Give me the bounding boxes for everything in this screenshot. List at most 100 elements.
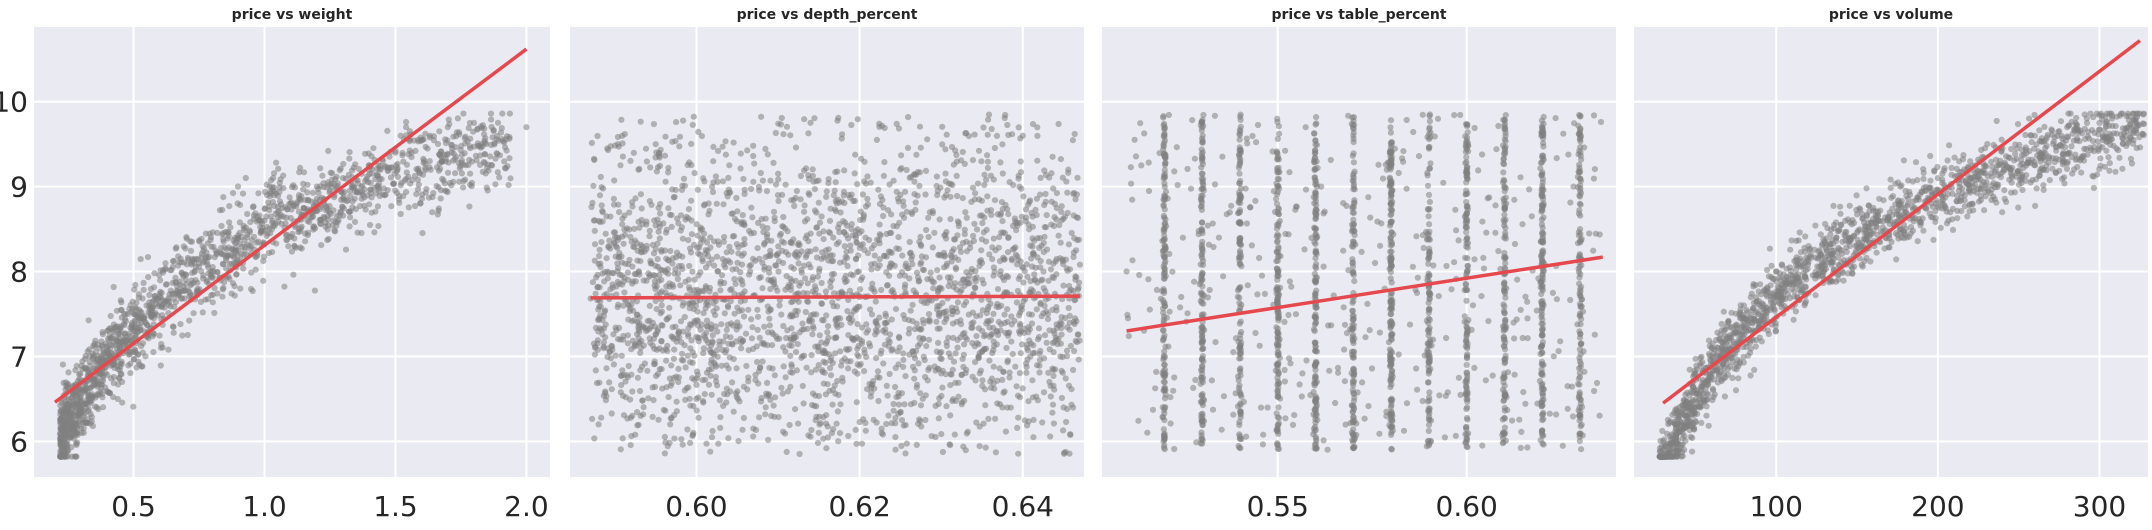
scatter-point: [237, 201, 244, 208]
scatter-point: [1313, 120, 1320, 127]
scatter-point: [936, 395, 943, 402]
scatter-point: [841, 167, 848, 174]
scatter-point: [942, 170, 949, 177]
scatter-point: [792, 144, 800, 151]
scatter-point: [261, 217, 268, 224]
scatter-point: [680, 117, 687, 124]
scatter-point: [591, 435, 598, 442]
scatter-point: [983, 310, 990, 317]
scatter-point: [919, 395, 926, 402]
scatter-point: [970, 232, 977, 239]
scatter-point: [900, 350, 907, 357]
scatter-point: [202, 296, 209, 303]
scatter-point: [788, 361, 795, 368]
scatter-point: [324, 237, 331, 244]
scatter-point: [747, 268, 754, 275]
scatter-point: [361, 202, 368, 209]
scatter-point: [129, 306, 136, 313]
scatter-point: [663, 255, 670, 262]
scatter-point: [437, 165, 444, 172]
scatter-point: [920, 336, 927, 343]
scatter-point: [964, 276, 971, 283]
scatter-point: [898, 442, 905, 450]
scatter-point: [666, 439, 673, 446]
scatter-point: [837, 348, 844, 355]
scatter-point: [780, 213, 787, 221]
regression-line: [53, 47, 528, 404]
scatter-point: [868, 245, 875, 252]
scatter-point: [345, 171, 352, 178]
scatter-point: [803, 251, 810, 258]
scatter-point: [664, 342, 671, 349]
scatter-point: [832, 169, 839, 176]
scatter-point: [344, 197, 352, 204]
scatter-point: [641, 360, 649, 367]
scatter-point: [126, 333, 133, 340]
scatter-point: [612, 352, 619, 359]
scatter-point: [1014, 392, 1022, 399]
scatter-point: [776, 302, 783, 309]
scatter-point: [737, 150, 744, 157]
scatter-point: [1074, 331, 1081, 338]
scatter-point: [863, 321, 870, 328]
scatter-point: [1037, 347, 1044, 354]
scatter-point: [818, 213, 825, 220]
scatter-point: [361, 194, 368, 201]
scatter-point: [484, 187, 491, 194]
scatter-point: [899, 252, 906, 259]
scatter-point: [634, 318, 641, 326]
scatter-point: [943, 131, 950, 138]
scatter-point: [836, 430, 844, 437]
scatter-point: [796, 450, 803, 458]
scatter-point: [761, 341, 768, 348]
scatter-point: [643, 158, 651, 165]
scatter-point: [496, 152, 503, 159]
scatter-point: [1034, 157, 1041, 164]
scatter-point: [984, 193, 991, 200]
scatter-point: [1058, 331, 1065, 338]
scatter-point: [950, 396, 957, 403]
scatter-point: [832, 334, 840, 341]
scatter-point: [846, 287, 854, 294]
scatter-point: [628, 346, 635, 353]
scatter-point: [1021, 325, 1028, 332]
scatter-point: [1024, 273, 1031, 280]
scatter-point: [662, 178, 669, 185]
scatter-point: [1036, 333, 1043, 341]
scatter-point: [1072, 273, 1079, 280]
scatter-point: [900, 363, 907, 370]
scatter-point: [961, 282, 968, 289]
scatter-point: [713, 253, 721, 260]
x-tick-label: 0.60: [665, 490, 727, 523]
scatter-point: [1018, 263, 1026, 270]
scatter-point: [978, 247, 985, 254]
scatter-point: [1017, 158, 1024, 165]
scatter-point: [1058, 394, 1065, 402]
scatter-point: [667, 415, 675, 422]
scatter-point: [870, 285, 877, 293]
scatter-point: [925, 336, 933, 343]
scatter-point: [775, 170, 782, 177]
scatter-point: [119, 399, 126, 406]
scatter-point: [875, 186, 882, 193]
scatter-point: [654, 256, 661, 263]
scatter-point: [958, 286, 965, 294]
scatter-point: [862, 234, 869, 241]
scatter-point: [1002, 111, 1009, 119]
scatter-point: [829, 359, 836, 367]
scatter-point: [911, 191, 918, 198]
scatter-point: [912, 199, 919, 206]
scatter-point: [775, 176, 782, 183]
scatter-point: [778, 384, 785, 391]
scatter-point: [126, 351, 133, 358]
scatter-point: [709, 332, 716, 339]
scatter-point: [976, 443, 983, 450]
scatter-point: [950, 358, 958, 365]
scatter-point: [325, 147, 332, 154]
x-tick-label: 0.62: [828, 490, 890, 523]
scatter-point: [888, 211, 895, 218]
scatter-point: [104, 353, 111, 360]
scatter-point: [883, 382, 890, 389]
scatter-point: [801, 208, 808, 215]
scatter-point: [452, 170, 459, 177]
